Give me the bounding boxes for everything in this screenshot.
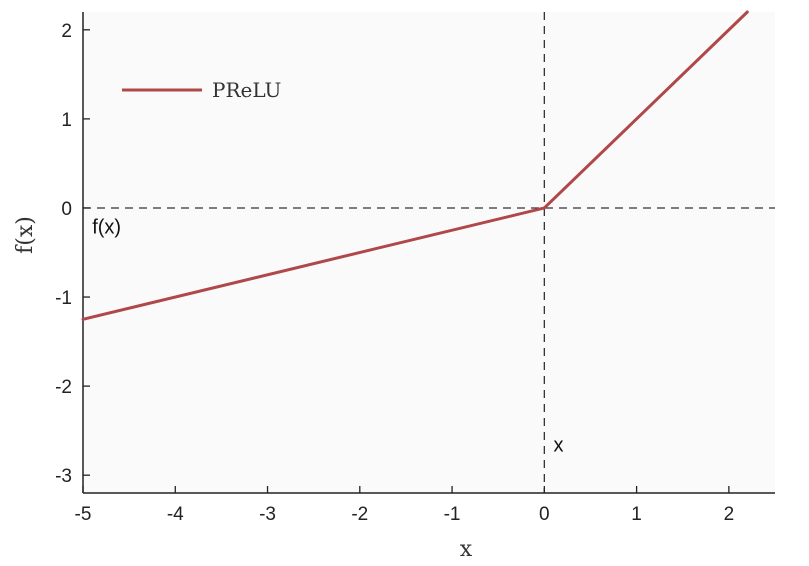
y-tick-label: -2 xyxy=(55,377,72,398)
x-tick-label: -3 xyxy=(259,504,276,525)
reference-lines xyxy=(83,12,775,493)
x-tick-label: 0 xyxy=(539,504,550,525)
x-tick-label: -4 xyxy=(167,504,184,525)
annotation-fx: f(x) xyxy=(92,216,121,238)
series-line-prelu xyxy=(81,10,749,321)
y-tick-label: 1 xyxy=(61,110,72,131)
y-tick-label: -1 xyxy=(55,288,72,309)
x-tick-label: -2 xyxy=(351,504,368,525)
annotation-x: x xyxy=(554,435,564,457)
legend: PReLU xyxy=(122,78,281,102)
y-axis-title: f(x) xyxy=(13,216,38,254)
x-tick-label: 1 xyxy=(631,504,642,525)
x-tick-label: -5 xyxy=(75,504,92,525)
axes xyxy=(82,12,775,494)
plot-area xyxy=(83,12,775,493)
series-group xyxy=(81,10,749,321)
x-tick-label: -1 xyxy=(444,504,461,525)
y-tick-label: 0 xyxy=(61,199,72,220)
y-tick-label: 2 xyxy=(61,21,72,42)
legend-label: PReLU xyxy=(212,78,281,102)
x-tick-label: 2 xyxy=(724,504,735,525)
ticks: -5 -4 -3 -2 -1 0 1 2 2 1 0 -1 -2 -3 xyxy=(55,21,734,525)
x-axis-title: x xyxy=(460,537,473,562)
y-tick-label: -3 xyxy=(55,466,72,487)
